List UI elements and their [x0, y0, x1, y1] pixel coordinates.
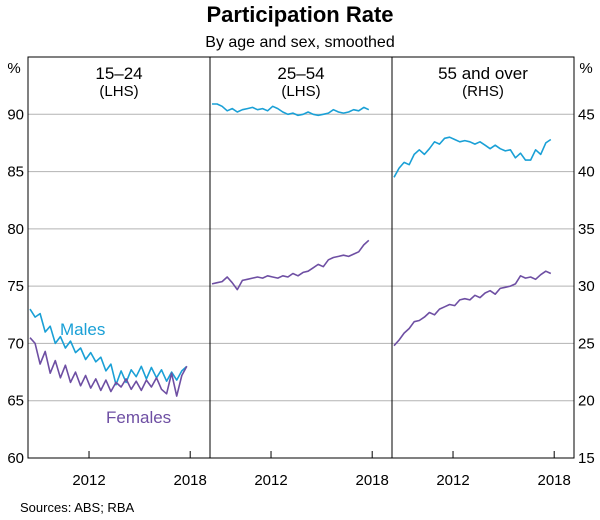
series-line-females [393, 270, 552, 347]
chart-title: Participation Rate [206, 2, 393, 27]
right-axis-unit: % [579, 60, 592, 77]
series-line-females [29, 337, 188, 397]
plot-frame [27, 56, 575, 459]
left-axis-tick-label: 90 [7, 106, 24, 123]
left-axis-tick-label: 70 [7, 335, 24, 352]
left-axis-tick-label: 80 [7, 221, 24, 238]
series-line-males [393, 136, 552, 178]
right-axis-tick-label: 40 [578, 164, 595, 181]
left-axis-tick-label: 75 [7, 278, 24, 295]
right-axis-tick-label: 30 [578, 278, 595, 295]
x-axis-tick-label: 2012 [72, 472, 105, 489]
panel-axis-note: (LHS) [99, 83, 138, 100]
series-label-females: Females [106, 408, 171, 427]
x-axis-tick-label: 2018 [356, 472, 389, 489]
source-note: Sources: ABS; RBA [20, 500, 134, 515]
right-axis-tick-label: 20 [578, 393, 595, 410]
series-label-males: Males [60, 320, 105, 339]
panel-title: 25–54 [277, 64, 324, 83]
x-axis-tick-label: 2018 [538, 472, 571, 489]
series-line-males [212, 103, 370, 117]
series-line-males [29, 308, 188, 386]
right-axis-tick-label: 25 [578, 335, 595, 352]
x-axis-tick-label: 2012 [254, 472, 287, 489]
panel-axis-note: (LHS) [281, 83, 320, 100]
right-axis-tick-label: 35 [578, 221, 595, 238]
panel-title: 55 and over [438, 64, 528, 83]
left-axis-tick-label: 65 [7, 393, 24, 410]
left-axis-tick-label: 85 [7, 164, 24, 181]
right-axis-tick-label: 45 [578, 106, 595, 123]
right-axis-tick-label: 15 [578, 450, 595, 467]
panel-axis-note: (RHS) [462, 83, 504, 100]
panel-title: 15–24 [95, 64, 142, 83]
left-axis-unit: % [7, 60, 20, 77]
x-axis-tick-label: 2018 [174, 472, 207, 489]
x-axis-tick-label: 2012 [436, 472, 469, 489]
chart-subtitle: By age and sex, smoothed [205, 34, 394, 51]
left-axis-tick-label: 60 [7, 450, 24, 467]
series-line-females [211, 239, 370, 291]
plot-area: 606570758085901520253035404515–24(LHS)20… [7, 56, 595, 489]
